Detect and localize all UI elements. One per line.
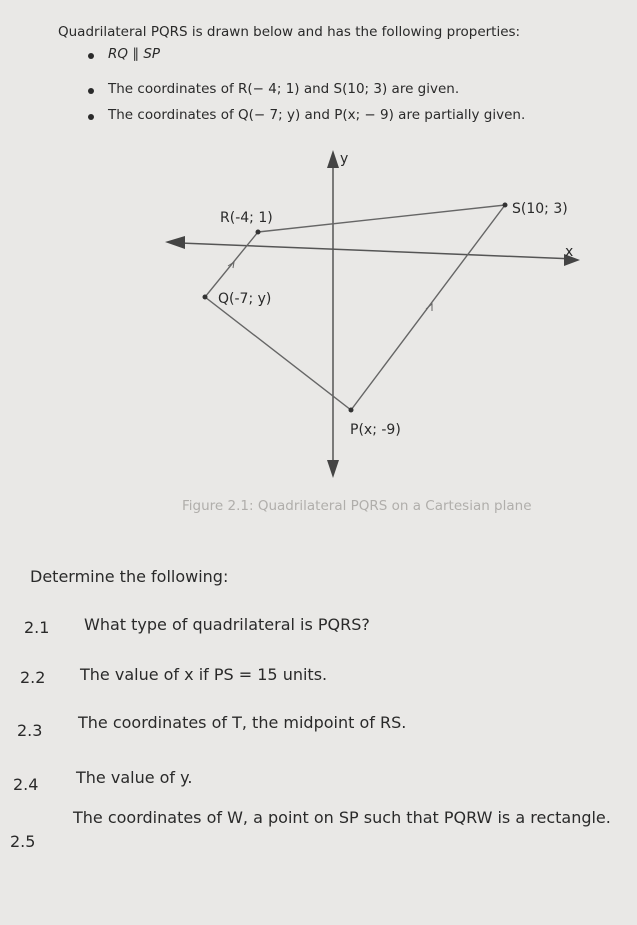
question-number: 2.3	[17, 721, 43, 740]
arrow	[165, 236, 185, 249]
figure-caption: Figure 2.1: Quadrilateral PQRS on a Cart…	[182, 498, 532, 514]
question-number: 2.5	[10, 832, 36, 851]
arrow	[327, 150, 339, 168]
point-label: S(10; 3)	[512, 201, 568, 217]
question-number: 2.2	[20, 668, 46, 687]
arrow	[564, 254, 580, 266]
bullet-text: The coordinates of Q(− 7; y) and P(x; − …	[108, 107, 526, 123]
point-label: P(x; -9)	[350, 422, 401, 438]
parallel-marks	[227, 260, 433, 311]
quadrilateral	[204, 204, 507, 411]
bullet	[88, 114, 94, 120]
bullet-text: RQ ∥ SP	[108, 46, 161, 62]
axis-label: x	[565, 244, 573, 260]
vertices	[202, 202, 508, 413]
axis-label: y	[340, 151, 348, 167]
question-text: The value of y.	[76, 768, 193, 787]
axes	[179, 165, 576, 468]
question-text: The coordinates of T, the midpoint of RS…	[78, 713, 407, 732]
point-label: R(-4; 1)	[220, 210, 273, 226]
question-number: 2.4	[13, 775, 39, 794]
instruction: Determine the following:	[30, 567, 229, 586]
bullet	[88, 88, 94, 94]
bullet	[88, 53, 94, 59]
question-text: The coordinates of W, a point on SP such…	[73, 808, 611, 827]
point-label: Q(-7; y)	[218, 291, 271, 307]
intro: Quadrilateral PQRS is drawn below and ha…	[58, 24, 521, 40]
figure: y x R(-4; 1) S(10; 3) Q(-7; y) P(x; -9)	[165, 150, 580, 478]
question-number: 2.1	[24, 618, 50, 637]
bullet-text: The coordinates of R(− 4; 1) and S(10; 3…	[108, 81, 460, 97]
arrow	[327, 460, 339, 478]
question-text: The value of x if PS = 15 units.	[80, 665, 328, 684]
question-text: What type of quadrilateral is PQRS?	[84, 615, 370, 634]
